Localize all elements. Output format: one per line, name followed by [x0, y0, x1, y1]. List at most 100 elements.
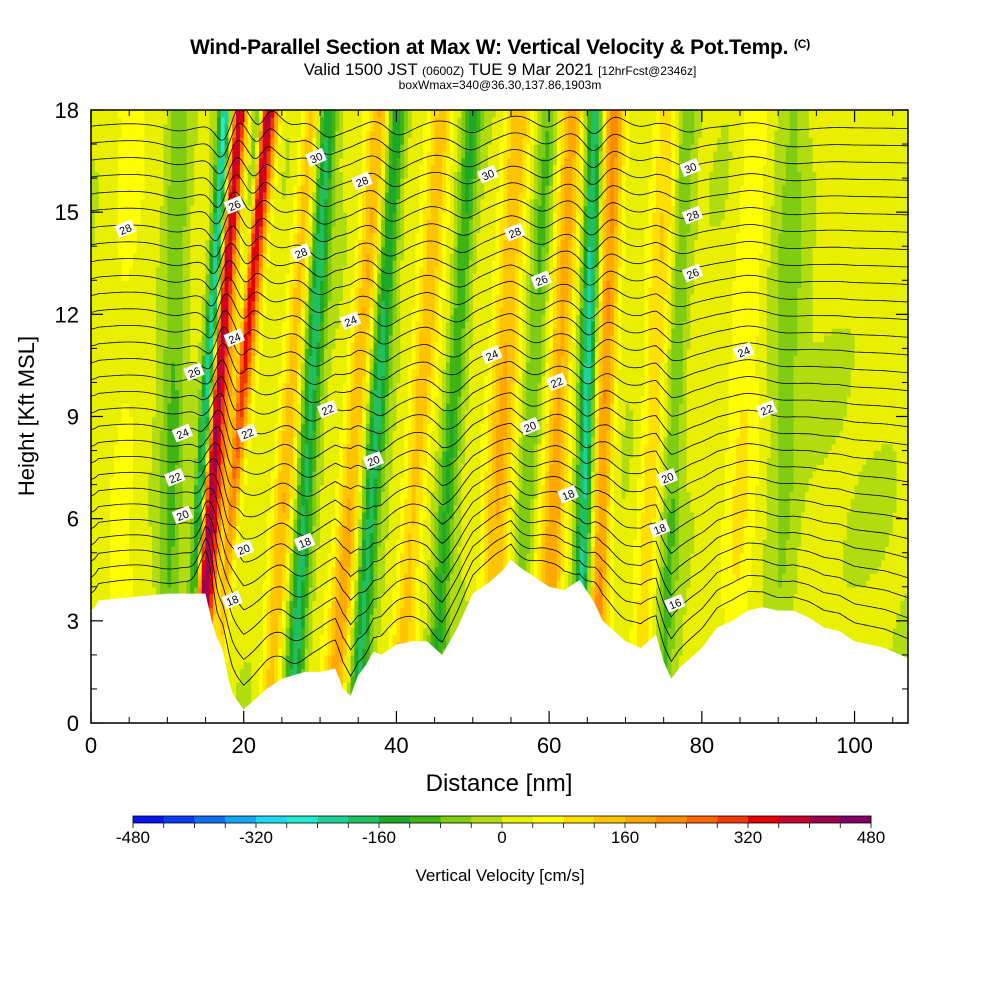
axes: 0 20 40 60 80 100 0 3 6 9 12 15 18: [55, 98, 908, 758]
colorbar-tick-label: -160: [362, 828, 396, 847]
svg-text:30: 30: [683, 161, 699, 177]
isentrope-label: 22: [755, 399, 778, 419]
svg-text:30: 30: [480, 168, 496, 184]
isentrope-line: [91, 407, 908, 459]
isentrope-label: 28: [681, 205, 704, 225]
isentrope-label: 18: [557, 484, 579, 504]
x-tick-label: 80: [690, 733, 714, 758]
svg-text:24: 24: [484, 348, 500, 364]
svg-text:22: 22: [759, 403, 775, 419]
y-tick-label: 0: [67, 711, 79, 736]
svg-text:18: 18: [225, 593, 241, 609]
colorbar-swatch: [502, 816, 534, 823]
isentrope-label: 16: [664, 593, 686, 613]
svg-text:24: 24: [227, 331, 243, 347]
svg-text:24: 24: [175, 427, 191, 443]
svg-text:20: 20: [522, 420, 538, 436]
isentrope-line: [91, 293, 908, 331]
colorbar-swatch: [625, 816, 657, 823]
y-tick-label: 3: [67, 609, 79, 634]
isentrope-label: 28: [351, 171, 373, 191]
isentrope-label: 18: [221, 590, 243, 610]
x-tick-label: 40: [384, 733, 408, 758]
isentrope-label: 24: [223, 328, 246, 348]
isentrope-label: 26: [530, 270, 553, 290]
isentrope-label: 28: [114, 219, 136, 239]
y-axis-label: Height [Kft MSL]: [14, 336, 39, 496]
isentrope-label: 28: [503, 222, 526, 242]
colorbar-swatch: [256, 816, 288, 823]
isentrope-line: [91, 452, 908, 518]
isentrope-label: 30: [477, 164, 499, 184]
isentrope-label: 22: [164, 467, 186, 487]
isentrope-label: 30: [305, 147, 327, 167]
isentrope-line: [91, 437, 908, 497]
terrain-mask: [91, 559, 908, 723]
isentrope-label: 22: [545, 372, 568, 392]
svg-text:28: 28: [355, 175, 371, 191]
box-info: boxWmax=340@36.30,137.86,1903m: [398, 78, 602, 92]
isentrope-line: [91, 359, 908, 403]
colorbar-swatch: [563, 816, 595, 823]
svg-text:26: 26: [534, 273, 550, 289]
y-tick-label: 12: [55, 302, 79, 327]
svg-text:22: 22: [167, 471, 183, 487]
contour-labels: 30 28 30 30 28 26 28 28 28 26 26 24 24 24 24 26 22 22 22 24…: [114, 147, 778, 613]
svg-text:28: 28: [118, 222, 134, 238]
isentrope-label: 22: [236, 423, 259, 443]
isentrope-line: [91, 422, 908, 478]
colorbar-tick-label: 160: [611, 828, 639, 847]
x-tick-label: 60: [537, 733, 561, 758]
isentrope-line: [91, 507, 908, 611]
colorbar-swatch: [717, 816, 749, 823]
isentrope-line: [91, 260, 908, 296]
isentrope-label: 24: [480, 345, 503, 365]
y-tick-label: 6: [67, 507, 79, 532]
isentrope-line: [91, 376, 908, 422]
svg-text:26: 26: [227, 198, 243, 214]
colorbar-tick-label: 320: [734, 828, 762, 847]
svg-text:28: 28: [507, 226, 523, 242]
colorbar-tick-label: -320: [239, 828, 273, 847]
colorbar-swatch: [163, 816, 195, 823]
isentrope-line: [91, 480, 908, 563]
colorbar-swatch: [225, 816, 257, 823]
isentrope-line: [91, 392, 908, 441]
svg-text:22: 22: [240, 427, 256, 443]
x-axis-label: Distance [nm]: [426, 770, 573, 797]
x-tick-label: 0: [85, 733, 97, 758]
colorbar-tick-label: 480: [857, 828, 885, 847]
potential-temperature-contours: [91, 110, 908, 686]
y-tick-label: 15: [55, 200, 79, 225]
isentrope-line: [91, 532, 908, 661]
colorbar-swatch: [809, 816, 841, 823]
isentrope-line: [91, 225, 908, 260]
svg-text:16: 16: [668, 597, 684, 613]
isentrope-label: 22: [316, 399, 339, 419]
colorbar-swatch: [286, 816, 318, 823]
isentrope-label: 20: [232, 539, 255, 559]
isentrope-line: [91, 140, 908, 175]
isentrope-label: 26: [681, 263, 704, 283]
colorbar-swatch: [317, 816, 349, 823]
isentrope-line: [91, 466, 908, 540]
isentrope-label: 20: [362, 450, 385, 470]
isentrope-label: 18: [293, 532, 316, 552]
colorbar-tick-label: -480: [116, 828, 150, 847]
colorbar-swatch: [748, 816, 780, 823]
colorbar-tick-label: 0: [497, 828, 506, 847]
svg-text:24: 24: [343, 314, 359, 330]
svg-text:18: 18: [561, 488, 577, 504]
isentrope-line: [91, 342, 908, 385]
isentrope-line: [91, 543, 908, 686]
svg-text:26: 26: [187, 365, 203, 381]
isentrope-label: 30: [679, 158, 701, 177]
isentrope-label: 24: [339, 311, 362, 331]
svg-text:30: 30: [309, 151, 325, 167]
svg-text:22: 22: [549, 375, 565, 391]
colorbar-swatch: [379, 816, 411, 823]
isentrope-line: [91, 494, 908, 587]
isentrope-line: [91, 276, 908, 313]
svg-text:28: 28: [293, 246, 309, 262]
